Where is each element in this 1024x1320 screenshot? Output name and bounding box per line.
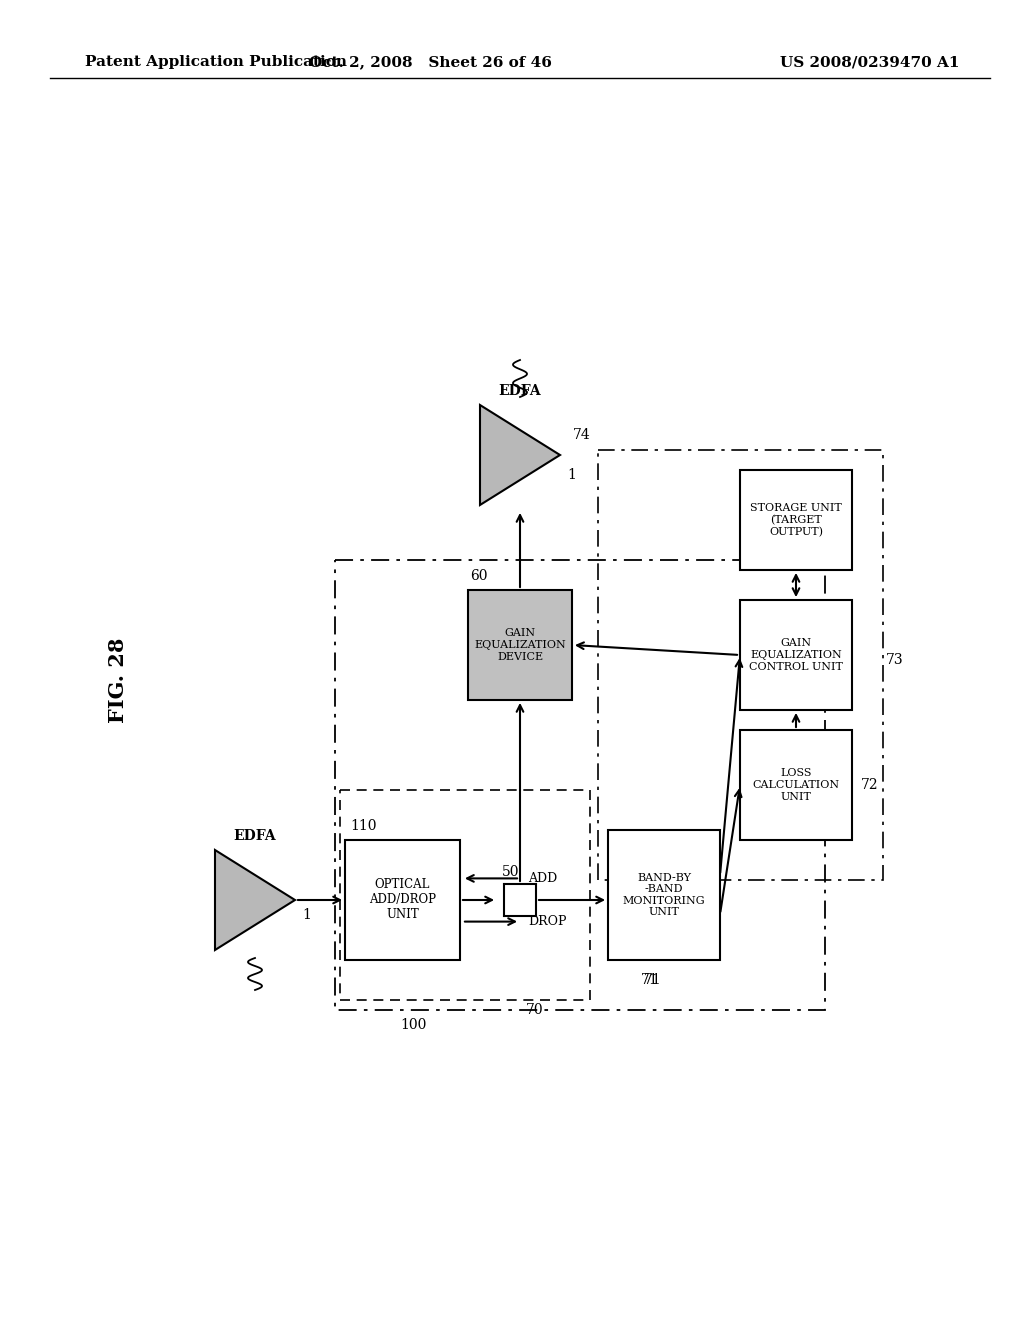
Text: 70: 70	[526, 1003, 544, 1016]
Text: US 2008/0239470 A1: US 2008/0239470 A1	[780, 55, 959, 69]
Bar	[335, 560, 825, 1010]
Text: STORAGE UNIT
(TARGET
OUTPUT): STORAGE UNIT (TARGET OUTPUT)	[751, 503, 842, 537]
Text: DROP: DROP	[528, 915, 566, 928]
Text: LOSS
CALCULATION
UNIT: LOSS CALCULATION UNIT	[753, 768, 840, 801]
Text: 74: 74	[573, 428, 591, 442]
Text: 71: 71	[641, 973, 658, 987]
Text: 60: 60	[470, 569, 487, 583]
Text: 73: 73	[886, 653, 904, 667]
Text: ADD: ADD	[528, 873, 557, 884]
Text: GAIN
EQUALIZATION
DEVICE: GAIN EQUALIZATION DEVICE	[474, 628, 566, 661]
Text: 100: 100	[400, 1018, 426, 1032]
Text: EDFA: EDFA	[233, 829, 276, 843]
Text: Patent Application Publication: Patent Application Publication	[85, 55, 347, 69]
Bar	[740, 601, 852, 710]
Bar	[598, 450, 883, 880]
Text: Oct. 2, 2008   Sheet 26 of 46: Oct. 2, 2008 Sheet 26 of 46	[308, 55, 552, 69]
Text: FIG. 28: FIG. 28	[108, 638, 128, 722]
Text: 50: 50	[502, 865, 519, 879]
Text: 71: 71	[644, 973, 662, 987]
Text: 1: 1	[567, 469, 577, 482]
Text: OPTICAL
ADD/DROP
UNIT: OPTICAL ADD/DROP UNIT	[369, 879, 436, 921]
Text: EDFA: EDFA	[499, 384, 542, 399]
Text: 72: 72	[861, 777, 879, 792]
Bar	[740, 730, 852, 840]
Text: 110: 110	[350, 818, 377, 833]
Polygon shape	[480, 405, 560, 506]
Text: GAIN
EQUALIZATION
CONTROL UNIT: GAIN EQUALIZATION CONTROL UNIT	[750, 639, 843, 672]
Bar	[740, 470, 852, 570]
Bar	[345, 840, 460, 960]
Bar	[504, 884, 536, 916]
Text: BAND-BY
-BAND
MONITORING
UNIT: BAND-BY -BAND MONITORING UNIT	[623, 873, 706, 917]
Polygon shape	[215, 850, 295, 950]
Text: 1: 1	[302, 908, 311, 921]
Bar	[340, 789, 590, 1001]
Bar	[608, 830, 720, 960]
Bar	[468, 590, 572, 700]
